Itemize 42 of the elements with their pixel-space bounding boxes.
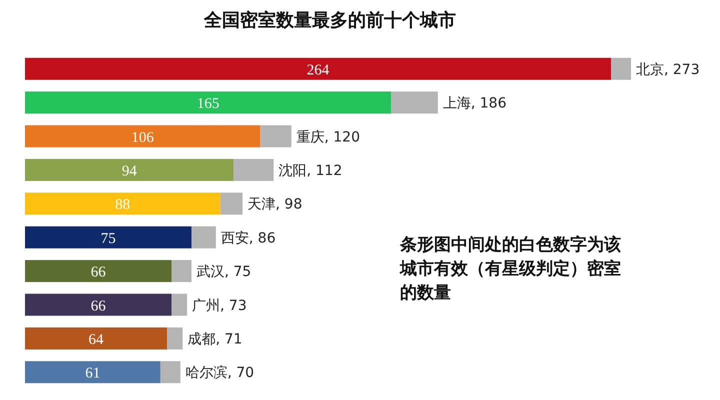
bar: [25, 192, 220, 215]
bar: [220, 192, 243, 215]
chart-title: 全国密室数量最多的前十个城市: [203, 10, 456, 31]
data-label: 88: [115, 197, 130, 214]
bar: [191, 226, 216, 248]
bar: [25, 327, 168, 350]
data-label: 64: [88, 332, 104, 348]
total-label: 上海, 186: [442, 96, 507, 112]
total-label: 重庆, 120: [296, 129, 360, 146]
bar: [25, 125, 260, 148]
bar: [25, 260, 172, 282]
total-label: 沈阳, 112: [278, 162, 342, 179]
bar: [611, 58, 631, 80]
annotation: 条形图中间处的白色数字为该城市有效（有星级判定）密室的数量: [399, 235, 621, 303]
total-label: 广州, 73: [192, 298, 247, 314]
total-label: 哈尔滨, 70: [185, 365, 254, 382]
total-label: 天津, 98: [248, 196, 302, 213]
data-label: 94: [122, 163, 138, 180]
data-label: 75: [100, 230, 116, 247]
bar: [25, 158, 234, 181]
data-label: 66: [90, 298, 106, 314]
data-label: 264: [306, 62, 330, 78]
bar: [167, 327, 183, 350]
data-label: 66: [90, 264, 106, 281]
bar: [25, 294, 172, 316]
total-label: 西安, 86: [220, 230, 276, 246]
total-label: 成都, 71: [188, 331, 242, 348]
bar: [260, 125, 292, 148]
bar: [160, 361, 180, 384]
bar: [25, 361, 160, 384]
data-label: 165: [196, 96, 220, 112]
bar: [234, 158, 274, 181]
bar: [391, 92, 438, 114]
bar: [25, 92, 392, 114]
bar: [172, 294, 188, 316]
data-label: 61: [85, 366, 100, 382]
bar: [25, 226, 192, 248]
bar: [172, 260, 192, 282]
data-label: 106: [131, 130, 154, 146]
total-label: 北京, 273: [636, 62, 700, 78]
total-label: 武汉, 75: [196, 264, 252, 280]
bar: [25, 58, 612, 80]
